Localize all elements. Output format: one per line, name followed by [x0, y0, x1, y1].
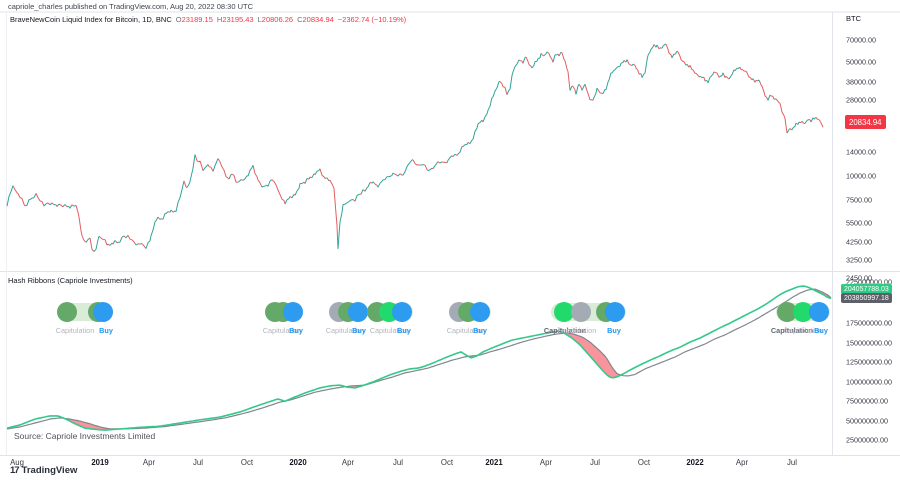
symbol-title: BraveNewCoin Liquid Index for Bitcoin, 1… [10, 15, 172, 24]
buy-signal-label: Buy [352, 326, 366, 335]
capitulation-dot-icon [571, 302, 591, 322]
buy-signal-label: Buy [607, 326, 621, 335]
capitulation-signal-label: Capitulation [369, 326, 409, 335]
price-tick: 38000.00 [846, 77, 876, 87]
publish-attribution: capriole_charles published on TradingVie… [8, 2, 254, 11]
price-tick: 70000.00 [846, 35, 876, 45]
month-tick: Apr [735, 458, 749, 467]
buy-dot-icon [93, 302, 113, 322]
capitulation-signal-label: Capitulation [262, 326, 302, 335]
indicator-tick: 50000000.00 [846, 416, 888, 426]
month-tick: Apr [142, 458, 156, 467]
symbol-legend[interactable]: BraveNewCoin Liquid Index for Bitcoin, 1… [10, 15, 406, 24]
buy-dot-icon [348, 302, 368, 322]
indicator-tick: 175000000.00 [846, 318, 892, 328]
capitulation-signal-label: Capitulation [446, 326, 486, 335]
year-tick: 2020 [289, 458, 307, 467]
capitulation-signal-label: Capitulation [783, 326, 823, 335]
month-tick: Apr [539, 458, 553, 467]
ohlc-label: C [297, 15, 303, 24]
month-tick: Aug [10, 458, 24, 467]
buy-signal-label: Buy [473, 326, 487, 335]
year-tick: 2021 [485, 458, 503, 467]
buy-signal-label: Buy [289, 326, 303, 335]
indicator-tick: 125000000.00 [846, 357, 892, 367]
month-tick: Apr [341, 458, 355, 467]
month-tick: Jul [787, 458, 797, 467]
tradingview-brand-label: TradingView [21, 465, 78, 476]
buy-signal-label: Buy [99, 326, 113, 335]
capitulation-signal-label: Capitulation [325, 326, 365, 335]
change-value: −2362.74 (−10.19%) [337, 15, 407, 24]
price-tick: 2450.00 [846, 273, 872, 283]
month-tick: Jul [393, 458, 403, 467]
month-tick: Oct [240, 458, 254, 467]
ohlc-value: 23195.43 [222, 15, 254, 24]
price-tick: 50000.00 [846, 57, 876, 67]
indicator-tick: 100000000.00 [846, 377, 892, 387]
price-tick: 10000.00 [846, 171, 876, 181]
buy-signal-label: Buy [814, 326, 828, 335]
ohlc-label: L [257, 15, 262, 24]
indicator-legend[interactable]: Hash Ribbons (Capriole Investments) [8, 276, 133, 285]
price-axis-unit: BTC [846, 14, 861, 23]
indicator-tick: 25000000.00 [846, 435, 888, 445]
capitulation-signal-label: Capitulation [55, 326, 95, 335]
source-note: Source: Capriole Investments Limited [14, 431, 156, 441]
price-tick: 7500.00 [846, 195, 872, 205]
capitulation-dot-icon [777, 302, 797, 322]
buy-dot-icon [470, 302, 490, 322]
indicator-value-label-gray: 203850997.18 [841, 293, 892, 303]
capitulation-signal-label: Capitulation [557, 326, 597, 335]
price-tick: 3250.00 [846, 255, 872, 265]
buy-signal-label: Buy [397, 326, 411, 335]
ohlc-value: 23189.15 [181, 15, 213, 24]
capitulation-signal-label: Capitulation [543, 326, 587, 335]
month-tick: Oct [440, 458, 454, 467]
ohlc-values: O23189.15 H23195.43 L20806.26 C20834.94 [172, 15, 334, 24]
buy-dot-icon [809, 302, 829, 322]
year-tick: 2022 [686, 458, 704, 467]
capitulation-dot-icon [554, 302, 574, 322]
tradingview-logo-icon: 17 [10, 465, 20, 476]
last-price-label: 20834.94 [845, 115, 886, 129]
month-tick: Oct [637, 458, 651, 467]
buy-dot-icon [392, 302, 412, 322]
tradingview-brand[interactable]: 17 TradingView [10, 465, 77, 476]
price-tick: 4250.00 [846, 237, 872, 247]
buy-dot-icon [283, 302, 303, 322]
ohlc-label: O [175, 15, 182, 24]
price-tick: 14000.00 [846, 147, 876, 157]
ohlc-label: H [216, 15, 223, 24]
ohlc-value: 20806.26 [261, 15, 294, 24]
price-tick: 28000.00 [846, 95, 876, 105]
capitulation-dot-icon [57, 302, 77, 322]
ohlc-value: 20834.94 [302, 15, 334, 24]
capitulation-dot-icon [793, 302, 813, 322]
capitulation-signal-label: Capitulation [770, 326, 814, 335]
indicator-tick: 75000000.00 [846, 396, 888, 406]
price-tick: 5500.00 [846, 218, 872, 228]
indicator-tick: 225000000.00 [846, 277, 892, 287]
indicator-value-label-green: 204057788.03 [841, 284, 892, 294]
indicator-tick: 150000000.00 [846, 338, 892, 348]
buy-dot-icon [605, 302, 625, 322]
year-tick: 2019 [91, 458, 109, 467]
month-tick: Jul [193, 458, 203, 467]
month-tick: Jul [590, 458, 600, 467]
